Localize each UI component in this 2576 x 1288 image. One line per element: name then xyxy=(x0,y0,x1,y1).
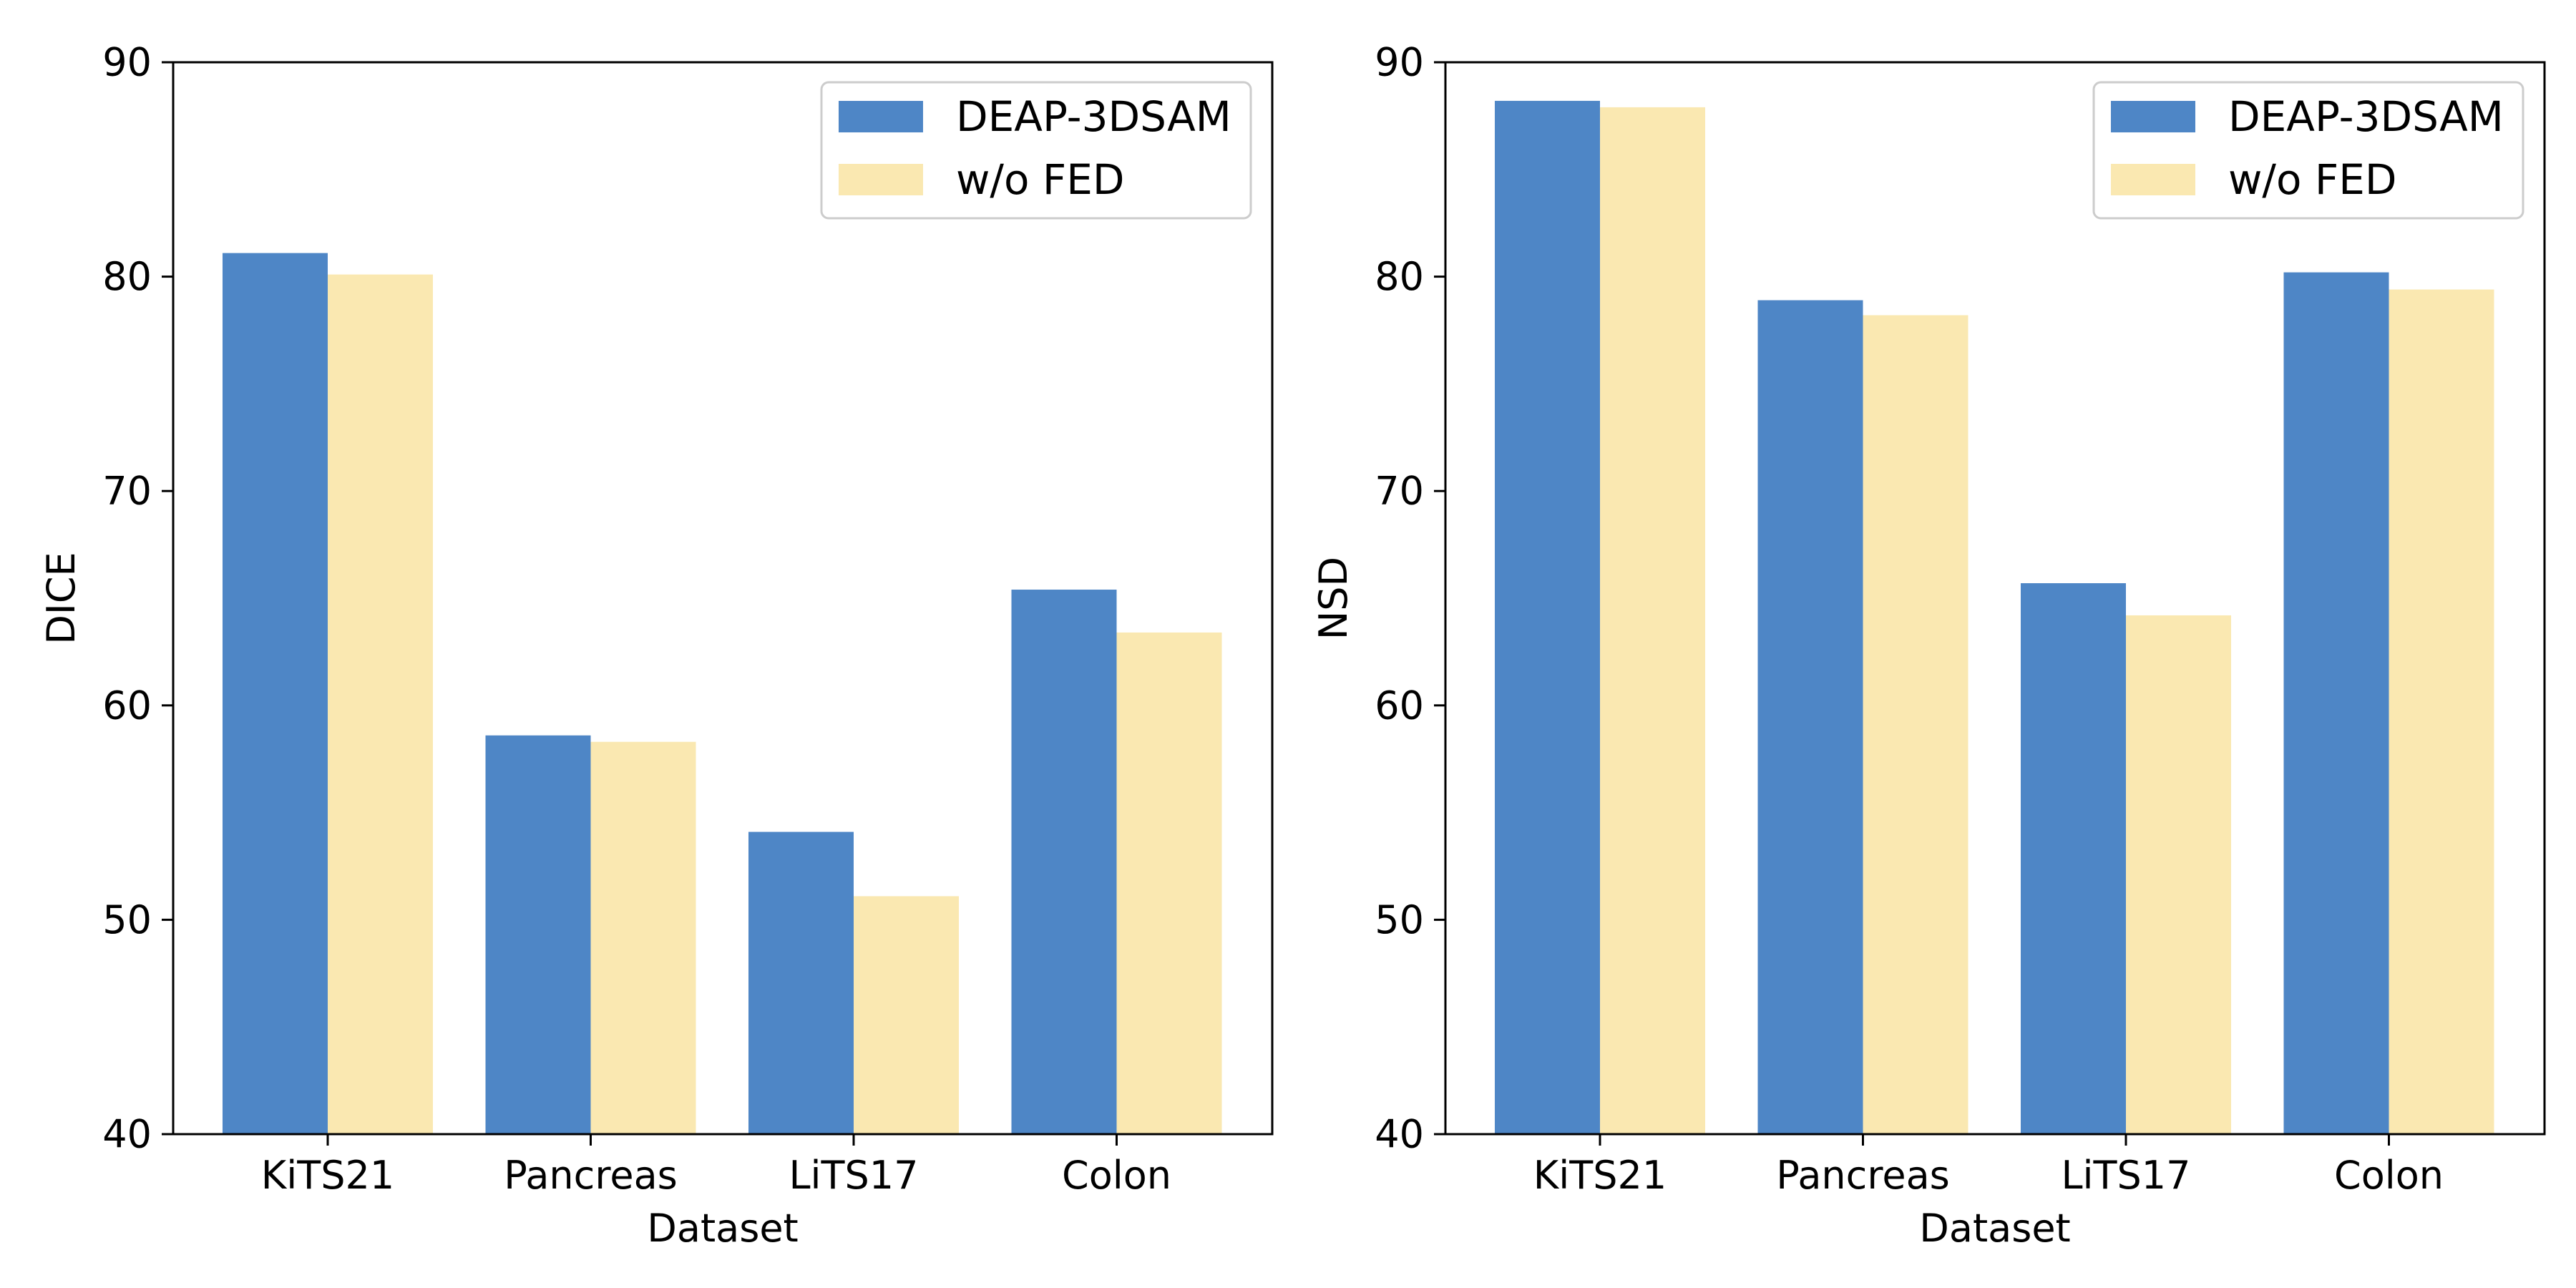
y-tick-label: 90 xyxy=(1375,40,1424,85)
legend: DEAP-3DSAM w/o FED xyxy=(820,81,1252,220)
y-tick-label: 60 xyxy=(102,683,152,728)
y-tick-label: 40 xyxy=(102,1112,152,1157)
y-tick-label: 80 xyxy=(102,254,152,299)
bar-deap-3dsam-lits17 xyxy=(2021,583,2126,1134)
x-axis-label: Dataset xyxy=(1919,1206,2070,1251)
x-tick-label: LiTS17 xyxy=(789,1153,918,1198)
x-tick-label: KiTS21 xyxy=(1533,1153,1667,1198)
plot-frame xyxy=(1444,61,2546,1136)
legend-swatch-deap-3dsam xyxy=(2111,101,2195,132)
bar-w-o-fed-colon xyxy=(1116,632,1222,1134)
legend-label: w/o FED xyxy=(956,155,1125,204)
x-tick-label: Colon xyxy=(1062,1153,1171,1198)
x-tick-label: Colon xyxy=(2334,1153,2444,1198)
legend: DEAP-3DSAM w/o FED xyxy=(2092,81,2524,220)
bar-deap-3dsam-lits17 xyxy=(748,831,854,1134)
y-axis-label: NSD xyxy=(1311,557,1356,640)
legend-frame xyxy=(2092,81,2524,220)
x-tick-label: KiTS21 xyxy=(261,1153,394,1198)
chart-panel-2: 40 50 60 70 80 90 KiTS21 Pancreas LiTS17 Colon Dat… xyxy=(1311,40,2546,1251)
bar-deap-3dsam-colon xyxy=(1011,590,1117,1134)
legend-label: DEAP-3DSAM xyxy=(2228,92,2504,141)
bar-w-o-fed-pancreas xyxy=(1863,315,1968,1134)
bar-deap-3dsam-kits21 xyxy=(223,253,328,1134)
x-tick-label: Pancreas xyxy=(1776,1153,1950,1198)
chart-panel-1: 40 50 60 70 80 90 KiTS21 Pancreas LiTS17 Colon Dat… xyxy=(39,40,1274,1251)
legend-frame xyxy=(820,81,1252,220)
bar-deap-3dsam-kits21 xyxy=(1495,100,1600,1135)
y-tick-label: 80 xyxy=(1375,254,1424,299)
y-tick-label: 60 xyxy=(1375,683,1424,728)
y-tick-label: 50 xyxy=(1375,897,1424,942)
y-tick-label: 70 xyxy=(1375,469,1424,514)
bar-w-o-fed-pancreas xyxy=(590,741,696,1134)
y-tick-label: 40 xyxy=(1375,1112,1424,1157)
bar-w-o-fed-kits21 xyxy=(1600,107,1705,1134)
x-tick-label: LiTS17 xyxy=(2061,1153,2190,1198)
bar-w-o-fed-lits17 xyxy=(2126,615,2231,1134)
bar-w-o-fed-kits21 xyxy=(328,274,433,1134)
bar-deap-3dsam-colon xyxy=(2283,272,2389,1134)
x-tick-label: Pancreas xyxy=(504,1153,678,1198)
bar-w-o-fed-colon xyxy=(2389,289,2494,1135)
y-tick-label: 90 xyxy=(102,40,152,85)
legend-label: w/o FED xyxy=(2228,155,2397,204)
legend-swatch-w-o-fed xyxy=(2111,164,2195,195)
legend-swatch-deap-3dsam xyxy=(839,101,923,132)
y-tick-label: 70 xyxy=(102,469,152,514)
bar-w-o-fed-lits17 xyxy=(854,896,959,1134)
legend-swatch-w-o-fed xyxy=(839,164,923,195)
legend-label: DEAP-3DSAM xyxy=(956,92,1231,141)
y-axis-label: DICE xyxy=(39,552,84,644)
y-tick-label: 50 xyxy=(102,897,152,942)
x-axis-label: Dataset xyxy=(647,1206,798,1251)
bar-deap-3dsam-pancreas xyxy=(485,735,591,1134)
plot-frame xyxy=(172,61,1274,1136)
bar-deap-3dsam-pancreas xyxy=(1757,300,1863,1134)
